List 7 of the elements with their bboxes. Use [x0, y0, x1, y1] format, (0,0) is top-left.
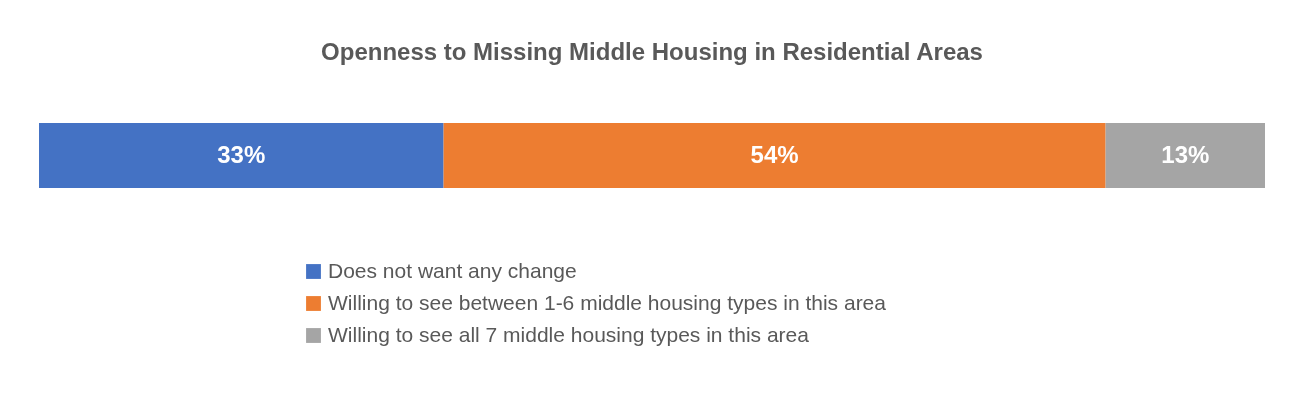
data-label: 54%	[750, 140, 799, 168]
chart-title: Openness to Missing Middle Housing in Residential Areas	[321, 38, 983, 65]
data-label: 13%	[1161, 140, 1210, 168]
legend-label: Does not want any change	[328, 258, 577, 282]
legend-label: Willing to see all 7 middle housing types in this area	[328, 322, 810, 346]
legend-label: Willing to see between 1-6 middle housing types in this area	[328, 290, 887, 314]
data-label: 33%	[217, 140, 266, 168]
